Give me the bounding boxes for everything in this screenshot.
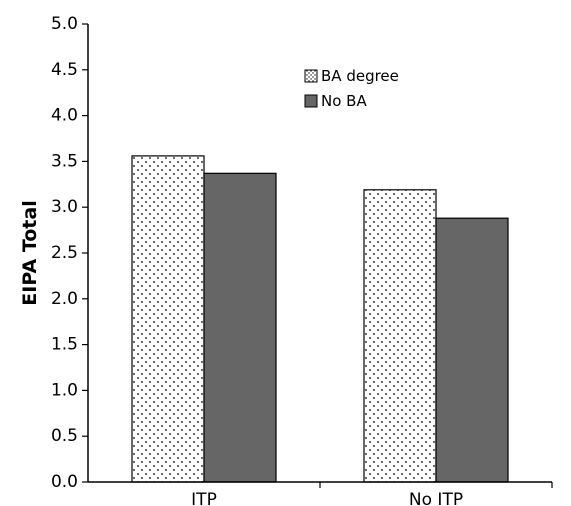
y-tick-label: 3.5 bbox=[51, 151, 78, 171]
bar-ba-degree-no-itp bbox=[363, 189, 437, 483]
legend: BA degree No BA bbox=[304, 67, 399, 110]
y-axis-label: EIPA Total bbox=[19, 200, 41, 305]
y-tick-label: 1.5 bbox=[51, 335, 78, 355]
x-tick-label-no-itp: No ITP bbox=[409, 490, 463, 506]
y-tick-label: 2.0 bbox=[51, 289, 78, 309]
x-ticks-layer: ITP No ITP bbox=[191, 482, 553, 506]
y-tick-label: 1.0 bbox=[51, 380, 78, 400]
y-ticks-layer: 0.0 0.5 1.0 1.5 2.0 2.5 3.0 3.5 4.0 4.5 5.0 bbox=[51, 14, 88, 492]
legend-swatch-no-ba bbox=[304, 94, 318, 108]
bar-ba-degree-itp bbox=[131, 155, 205, 483]
legend-label-ba-degree: BA degree bbox=[321, 67, 399, 85]
y-tick-label: 0.0 bbox=[51, 472, 78, 492]
y-tick-label: 4.0 bbox=[51, 106, 78, 126]
bars-layer bbox=[131, 155, 509, 483]
y-tick-label: 4.5 bbox=[51, 60, 78, 80]
bar-no-ba-no-itp bbox=[435, 217, 509, 483]
y-tick-label: 0.5 bbox=[51, 426, 78, 446]
legend-swatch-ba-degree bbox=[304, 69, 318, 83]
y-tick-label: 5.0 bbox=[51, 14, 78, 34]
y-tick-label: 2.5 bbox=[51, 243, 78, 263]
y-tick-label: 3.0 bbox=[51, 197, 78, 217]
legend-label-no-ba: No BA bbox=[321, 92, 367, 110]
bar-no-ba-itp bbox=[203, 172, 277, 483]
x-tick-label-itp: ITP bbox=[191, 490, 217, 506]
